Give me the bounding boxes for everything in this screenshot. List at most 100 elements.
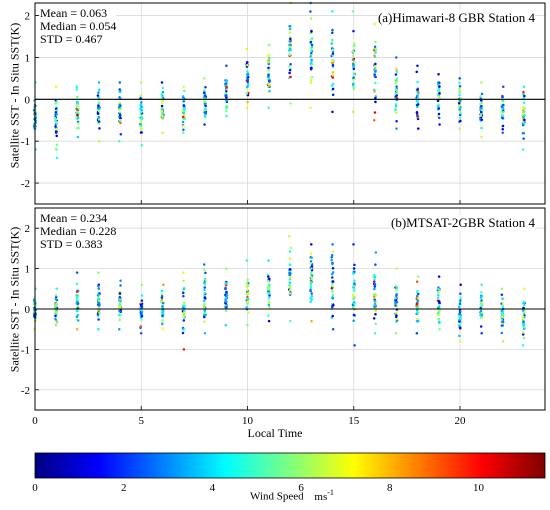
panel-b-point [437, 288, 441, 291]
panel-b-point [458, 302, 462, 306]
panel-a-point [96, 107, 100, 110]
panel-a-point [331, 71, 335, 74]
panel-a-point [480, 81, 483, 84]
panel-a-point [438, 123, 441, 126]
panel-b-point [181, 331, 185, 335]
panel-a-point [480, 108, 484, 112]
panel-a-point [331, 93, 335, 97]
panel-a-point [160, 81, 164, 84]
panel-b-point [161, 314, 164, 317]
panel-a-point [118, 96, 121, 99]
panel-b-point [98, 303, 101, 307]
panel-a-point [97, 91, 100, 94]
panel-a-point [331, 110, 334, 114]
panel-a-point [204, 86, 207, 89]
panel-b-point [394, 296, 397, 300]
panel-a-point [351, 110, 355, 114]
panel-a-point [289, 75, 292, 79]
panel-b-point [288, 289, 292, 292]
panel-a-point [245, 106, 249, 109]
panel-a-point [480, 110, 483, 114]
panel-a-point [416, 114, 419, 118]
panel-b-ytick-label: -1 [21, 344, 30, 356]
panel-b-point [203, 306, 206, 309]
panel-b-point [203, 320, 206, 323]
panel-a-point [183, 89, 186, 93]
panel-a-point [331, 28, 334, 32]
panel-a-point [457, 104, 461, 108]
panel-a-point [267, 69, 270, 72]
panel-b-point [331, 271, 335, 274]
panel-a-point [353, 60, 356, 64]
panel-a-point [479, 106, 482, 110]
panel-a-point [98, 127, 101, 130]
panel-b-point [415, 302, 419, 305]
panel-b-point [118, 306, 121, 309]
panel-a-point [352, 54, 355, 57]
panel-b-point [523, 287, 526, 291]
panel-a-point [458, 127, 461, 130]
panel-b-point [500, 293, 504, 296]
panel-b-point [437, 305, 441, 308]
panel-a-point [75, 95, 79, 99]
panel-a-point [118, 106, 121, 109]
panel-b-point [416, 319, 420, 323]
panel-b-point [183, 301, 186, 305]
panel-a-point [331, 59, 335, 63]
panel-b-point [395, 314, 398, 317]
panel-a-point [479, 102, 482, 105]
x-tick-label: 10 [242, 415, 254, 427]
panel-b-point [352, 272, 355, 275]
panel-a-median: Median = 0.054 [40, 19, 117, 33]
panel-a-point [203, 109, 207, 112]
panel-b-point [415, 331, 419, 335]
panel-a-point [225, 107, 228, 110]
panel-b-point [309, 284, 313, 288]
panel-b-point [394, 301, 397, 305]
panel-b-point [203, 313, 206, 317]
panel-b-point [480, 299, 483, 302]
panel-b-point [54, 305, 57, 308]
panel-a-point [224, 91, 227, 95]
panel-b-point [289, 268, 292, 271]
panel-a-point [246, 85, 249, 89]
panel-a-point [501, 116, 504, 120]
panel-a-point [245, 47, 248, 51]
panel-b-point [374, 322, 377, 326]
panel-b-point [309, 300, 312, 303]
panel-a-point [458, 89, 461, 92]
panel-b-point [267, 259, 270, 262]
panel-b-point [140, 294, 144, 297]
panel-a-point [310, 49, 313, 52]
panel-b-point [182, 319, 186, 322]
panel-b-point [161, 311, 164, 314]
panel-a-point [331, 63, 335, 67]
panel-b-point [289, 246, 293, 250]
panel-b-point [203, 288, 206, 292]
panel-b-point [140, 312, 143, 315]
panel-b-point [374, 312, 377, 316]
panel-b-point [54, 323, 58, 327]
panel-b-point [480, 331, 483, 335]
panel-a-point [203, 94, 207, 97]
panel-b-point [96, 314, 100, 318]
panel-b-point [119, 284, 122, 287]
panel-a-point [502, 85, 505, 88]
panel-a-point [436, 114, 440, 118]
panel-b-point [267, 314, 270, 317]
panel-a-point [309, 61, 313, 65]
panel-a-point [373, 75, 377, 78]
colorbar-label: Wind Speed ms-1 [250, 488, 334, 503]
panel-b-point [480, 304, 484, 307]
panel-b-point [331, 243, 334, 246]
panel-a-point [267, 77, 271, 80]
panel-a-point [203, 89, 206, 92]
panel-a-point [288, 53, 292, 56]
panel-b-point [521, 318, 525, 321]
panel-b-point [331, 266, 335, 270]
panel-a-point [76, 135, 79, 139]
panel-a-point [54, 125, 57, 128]
panel-b-point [224, 267, 228, 270]
panel-b-point [395, 287, 399, 290]
